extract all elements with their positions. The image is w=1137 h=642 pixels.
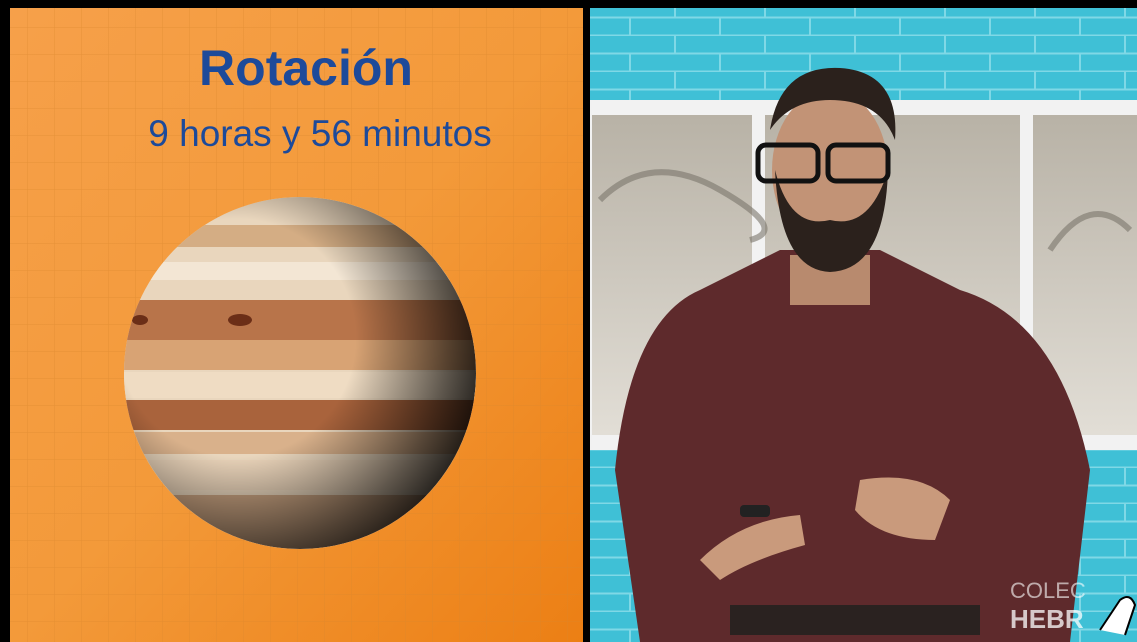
planet-shade — [124, 197, 476, 549]
top-strip — [0, 0, 1137, 8]
subtitle: 9 horas y 56 minutos — [148, 113, 491, 154]
belt — [730, 605, 980, 635]
title: Rotación — [199, 40, 413, 96]
body: Rotación 9 horas y 56 minutos — [0, 0, 1137, 642]
watermark-line2: HEBR — [1010, 604, 1084, 634]
video-frame: Rotación 9 horas y 56 minutos — [0, 0, 1137, 642]
watermark-line1: COLEC — [1010, 578, 1086, 603]
left-strip — [0, 0, 10, 642]
page: Rotación {"title": "Rotación", "subtitle… — [0, 0, 1137, 642]
divider — [583, 0, 590, 642]
remote — [740, 505, 770, 517]
